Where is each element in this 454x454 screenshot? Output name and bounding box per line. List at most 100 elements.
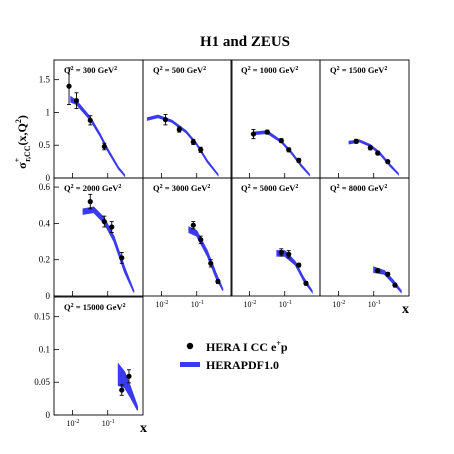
svg-text:σ+r,CC(x,Q2): σ+r,CC(x,Q2) [13, 115, 32, 169]
x-tick-label: 10-2 [332, 300, 345, 309]
y-tick-label: 0.1 [39, 344, 50, 354]
y-axis-label: σ+r,CC(x,Q2) [13, 115, 32, 169]
y-label-sup: + [13, 157, 22, 162]
x-axis-label-row3: x [140, 421, 147, 436]
data-point [101, 143, 107, 150]
data-point [119, 387, 125, 393]
y-label-sigma: σ [15, 162, 29, 169]
fit-band [188, 226, 224, 291]
fit-band [276, 250, 313, 294]
x-tick-label: 10-2 [66, 419, 79, 428]
data-point [296, 157, 302, 163]
panel-frame [319, 177, 410, 297]
x-tick-label: 10-1 [368, 300, 381, 309]
data-point [385, 271, 391, 277]
data-point [278, 249, 284, 256]
data-point [73, 98, 80, 104]
data-point [367, 145, 373, 151]
panel-frame [53, 177, 144, 297]
data-point [119, 255, 125, 261]
data-point [109, 224, 115, 230]
y-tick-label: 0.15 [34, 312, 50, 322]
fit-band [253, 130, 310, 177]
panel-frame [53, 59, 144, 179]
data-point [215, 278, 221, 285]
legend-fit-label: HERAPDF1.0 [206, 358, 279, 372]
panel-label: Q2 = 500 GeV2 [153, 65, 206, 75]
fit-band [146, 114, 219, 177]
panel-label: Q2 = 5000 GeV2 [241, 183, 298, 193]
panel-9: Q2 = 15000 GeV2 0 0.05 0.1 0.15 10-2 10-1 [34, 296, 144, 428]
data-point [385, 159, 391, 165]
y-label-end: ) [15, 115, 29, 119]
panel-1: Q2 = 300 GeV2 0 0.5 1 1.5 [39, 59, 144, 183]
y-label-rest: (x,Q [15, 123, 29, 145]
y-tick-label: 1 [46, 107, 51, 117]
panel-frame [230, 177, 321, 297]
panel-label: Q2 = 8000 GeV2 [330, 183, 387, 193]
chart-title: H1 and ZEUS [200, 34, 290, 50]
panel-label: Q2 = 2000 GeV2 [64, 183, 121, 193]
data-point [278, 138, 284, 144]
legend-data-label: HERA I CC e+p [206, 339, 288, 354]
panel-frame [142, 59, 233, 179]
fit-band [348, 139, 399, 176]
x-tick-label: 10-2 [243, 300, 256, 309]
data-point [353, 138, 359, 144]
data-point [198, 237, 204, 243]
panels-group: Q2 = 300 GeV2 0 0.5 1 1.5 Q2 = 500 GeV2 Q2 = 1… [34, 59, 410, 428]
y-tick-label: 0 [46, 291, 51, 301]
fit-band [70, 95, 126, 178]
y-label-rest-sup: 2 [14, 119, 23, 123]
data-point [250, 131, 257, 137]
y-tick-label: 0.4 [39, 218, 51, 228]
panel-label: Q2 = 3000 GeV2 [153, 183, 210, 193]
panel-frame [142, 177, 233, 297]
x-tick-label: 10-1 [279, 300, 292, 309]
x-tick-label: 10-1 [102, 419, 115, 428]
fit-band [117, 362, 138, 411]
x-axis-label-row2: x [402, 302, 409, 317]
data-point [392, 282, 398, 288]
data-point [66, 83, 72, 89]
data-point [190, 222, 196, 228]
data-point [286, 251, 292, 257]
y-label-sub: r,CC [23, 145, 32, 162]
panel-2: Q2 = 500 GeV2 [142, 59, 233, 179]
data-point [176, 126, 182, 133]
panel-6: Q2 = 3000 GeV2 10-2 10-1 [142, 177, 233, 309]
data-point [126, 373, 132, 379]
panel-label: Q2 = 300 GeV2 [64, 65, 117, 75]
data-point [162, 117, 169, 123]
data-point [87, 199, 93, 205]
panel-frame [319, 59, 410, 179]
data-point [198, 147, 204, 153]
panel-4: Q2 = 1500 GeV2 [319, 59, 410, 179]
y-tick-label: 0 [46, 410, 51, 420]
panel-8: Q2 = 8000 GeV2 10-2 10-1 [319, 177, 410, 309]
data-point [101, 218, 107, 225]
data-point [375, 267, 381, 274]
y-tick-label: 1.5 [39, 75, 51, 85]
panel-5: Q2 = 2000 GeV2 0 0.2 0.4 0.6 [39, 177, 144, 301]
panel-label: Q2 = 1500 GeV2 [330, 65, 387, 75]
legend-fit-swatch [180, 362, 200, 367]
data-point [296, 262, 302, 268]
panel-7: Q2 = 5000 GeV2 10-2 10-1 [230, 177, 321, 309]
data-point [190, 139, 196, 145]
panel-frame [53, 296, 144, 416]
panel-label: Q2 = 1000 GeV2 [241, 65, 298, 75]
legend-data-marker [186, 342, 194, 350]
data-point [208, 260, 214, 266]
y-tick-label: 0.6 [39, 182, 51, 192]
data-point [303, 280, 309, 286]
data-point [375, 150, 381, 156]
panel-3: Q2 = 1000 GeV2 [230, 59, 321, 179]
y-tick-label: 0.5 [39, 140, 51, 150]
data-point [264, 129, 270, 135]
legend: HERA I CC e+p HERAPDF1.0 [180, 339, 288, 372]
fit-band [82, 206, 135, 293]
y-tick-label: 0.2 [39, 255, 50, 265]
panel-frame [230, 59, 321, 179]
